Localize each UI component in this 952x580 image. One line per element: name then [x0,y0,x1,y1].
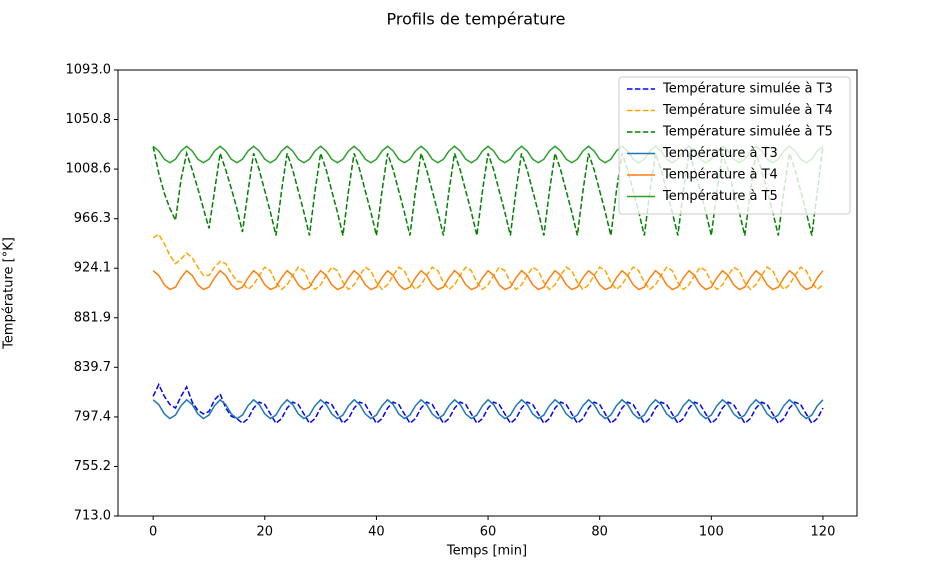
legend-label: Température à T5 [662,189,778,204]
plot-frame [117,69,858,517]
legend-label: Température simulée à T5 [662,125,833,140]
legend: Température simulée à T3 Température simu… [618,76,851,215]
y-tick-label: 1050.8 [66,112,112,127]
x-tick-label: 120 [811,525,836,540]
legend-box [618,76,851,215]
y-tick-label: 924.1 [74,261,111,276]
y-tick-label: 797.4 [74,409,111,424]
y-tick-label: 755.2 [74,459,111,474]
x-tick-label: 40 [368,525,385,540]
x-tick-label: 80 [591,525,608,540]
x-tick-label: 0 [149,525,157,540]
series-line [152,382,824,425]
series-line [152,269,824,291]
legend-label: Température simulée à T4 [662,103,833,118]
series-line [152,146,824,236]
y-tick-label: 1093.0 [66,63,112,78]
legend-label: Température à T4 [662,168,778,183]
series-line [152,233,824,291]
x-tick-label: 60 [480,525,497,540]
y-tick-label: 881.9 [74,310,111,325]
x-tick-label: 20 [257,525,274,540]
y-tick-label: 1008.6 [66,162,112,177]
x-tick-label: 100 [699,525,724,540]
y-tick-label: 713.0 [74,509,111,524]
y-tick-label: 839.7 [74,360,111,375]
legend-label: Température à T3 [662,146,778,161]
series-line [152,398,824,420]
y-tick-label: 966.3 [74,211,111,226]
legend-label: Température simulée à T3 [662,82,833,97]
chart-title: Profils de température [387,10,566,29]
x-axis-label: Temps [min] [446,544,527,559]
y-axis-label: Température [°K] [2,237,17,350]
